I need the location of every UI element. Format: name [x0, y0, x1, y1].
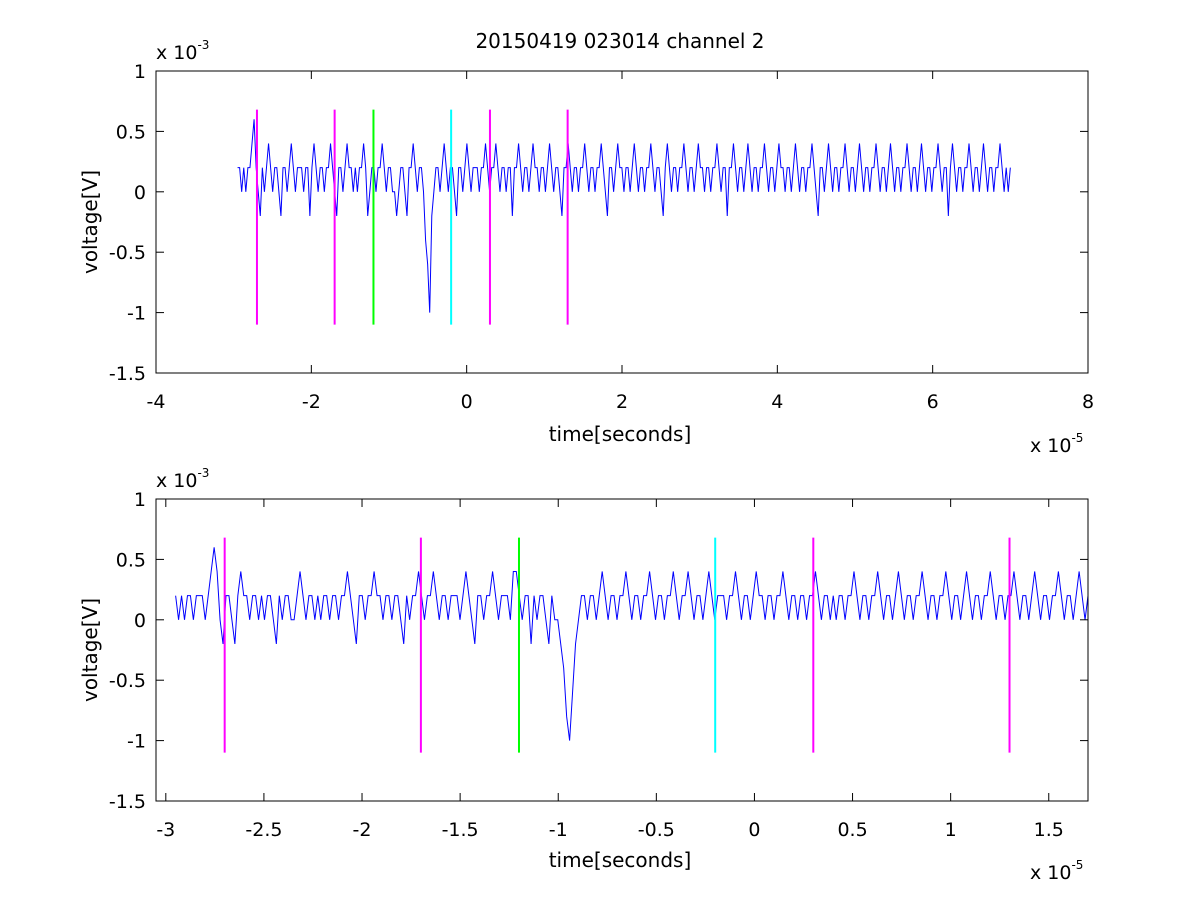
- top-x-tick-label-4: 4: [771, 391, 783, 413]
- top-x-tick-label-5: 6: [927, 391, 939, 413]
- top-x-tick-label-1: -2: [302, 391, 321, 413]
- bottom-series-layer: [175, 547, 1089, 741]
- bottom-y-axis-label: voltage[V]: [78, 598, 102, 702]
- figure-title: 20150419 023014 channel 2: [475, 29, 764, 53]
- bottom-marker-layer: [223, 537, 1011, 753]
- bottom-x-tick-label-4: -1: [549, 819, 568, 841]
- top-y-tick-label-3: 0: [134, 182, 146, 204]
- top-y-axis-label: voltage[V]: [78, 170, 102, 274]
- bottom-y-tick-label-0: -1.5: [109, 791, 146, 813]
- bottom-x-tick-label-6: 0: [748, 819, 760, 841]
- bottom-y-multiplier-base: x 10: [156, 470, 197, 492]
- bottom-axes-box: [155, 498, 1089, 802]
- top-y-tick-label-4: 0.5: [116, 121, 146, 143]
- bottom-x-axis-label: time[seconds]: [549, 848, 692, 872]
- bottom-x-multiplier-base: x 10: [1030, 862, 1071, 884]
- top-series-line-0: [237, 119, 1011, 313]
- top-y-tick-label-1: -1: [127, 303, 146, 325]
- bottom-y-multiplier-exponent: -3: [197, 466, 209, 480]
- top-x-axis-label: time[seconds]: [549, 422, 692, 446]
- bottom-y-tick-label-2: -0.5: [109, 670, 146, 692]
- bottom-x-tick-label-2: -2: [353, 819, 372, 841]
- bottom-x-tick-label-7: 0.5: [837, 819, 867, 841]
- bottom-x-multiplier-exponent: -5: [1071, 858, 1083, 872]
- bottom-series-line-0: [175, 547, 1089, 741]
- bottom-y-tick-label-5: 1: [134, 489, 146, 511]
- top-x-multiplier: x 10-5: [1030, 431, 1083, 457]
- bottom-y-tick-label-1: -1: [127, 731, 146, 753]
- top-x-tick-label-0: -4: [147, 391, 166, 413]
- top-y-tick-label-5: 1: [134, 61, 146, 83]
- bottom-x-tick-label-9: 1.5: [1034, 819, 1064, 841]
- top-x-multiplier-exponent: -5: [1071, 431, 1083, 445]
- top-y-tick-label-0: -1.5: [109, 363, 146, 385]
- top-plot: -4 -2 0 2 4 6 8 -1.5 -1 -0.5 0 0.5 1 time[seconds] v…: [78, 38, 1094, 457]
- top-x-tick-label-6: 8: [1082, 391, 1094, 413]
- top-x-multiplier-base: x 10: [1030, 435, 1071, 457]
- bottom-x-tick-label-5: -0.5: [638, 819, 675, 841]
- top-x-tick-label-2: 0: [461, 391, 473, 413]
- top-y-tick-label-2: -0.5: [109, 242, 146, 264]
- top-x-tick-label-3: 2: [616, 391, 628, 413]
- top-y-multiplier: x 10-3: [156, 38, 209, 64]
- bottom-x-tick-label-1: -2.5: [245, 819, 282, 841]
- bottom-y-tick-label-3: 0: [134, 610, 146, 632]
- bottom-plot: -3 -2.5 -2 -1.5 -1 -0.5 0 0.5 1 1.5 -1.5 -1 -0.5 0 0.5…: [78, 466, 1089, 884]
- bottom-x-multiplier: x 10-5: [1030, 858, 1083, 884]
- top-tick-layer: -4 -2 0 2 4 6 8 -1.5 -1 -0.5 0 0.5 1: [109, 61, 1094, 413]
- bottom-y-tick-label-4: 0.5: [116, 549, 146, 571]
- bottom-y-multiplier: x 10-3: [156, 466, 209, 492]
- bottom-x-tick-label-0: -3: [156, 819, 175, 841]
- bottom-tick-layer: -3 -2.5 -2 -1.5 -1 -0.5 0 0.5 1 1.5 -1.5 -1 -0.5 0 0.5…: [109, 489, 1088, 841]
- top-series-layer: [237, 119, 1011, 313]
- top-marker-layer: [255, 109, 569, 325]
- bottom-x-tick-label-3: -1.5: [442, 819, 479, 841]
- bottom-x-tick-label-8: 1: [945, 819, 957, 841]
- top-y-multiplier-exponent: -3: [197, 38, 209, 52]
- top-y-multiplier-base: x 10: [156, 42, 197, 64]
